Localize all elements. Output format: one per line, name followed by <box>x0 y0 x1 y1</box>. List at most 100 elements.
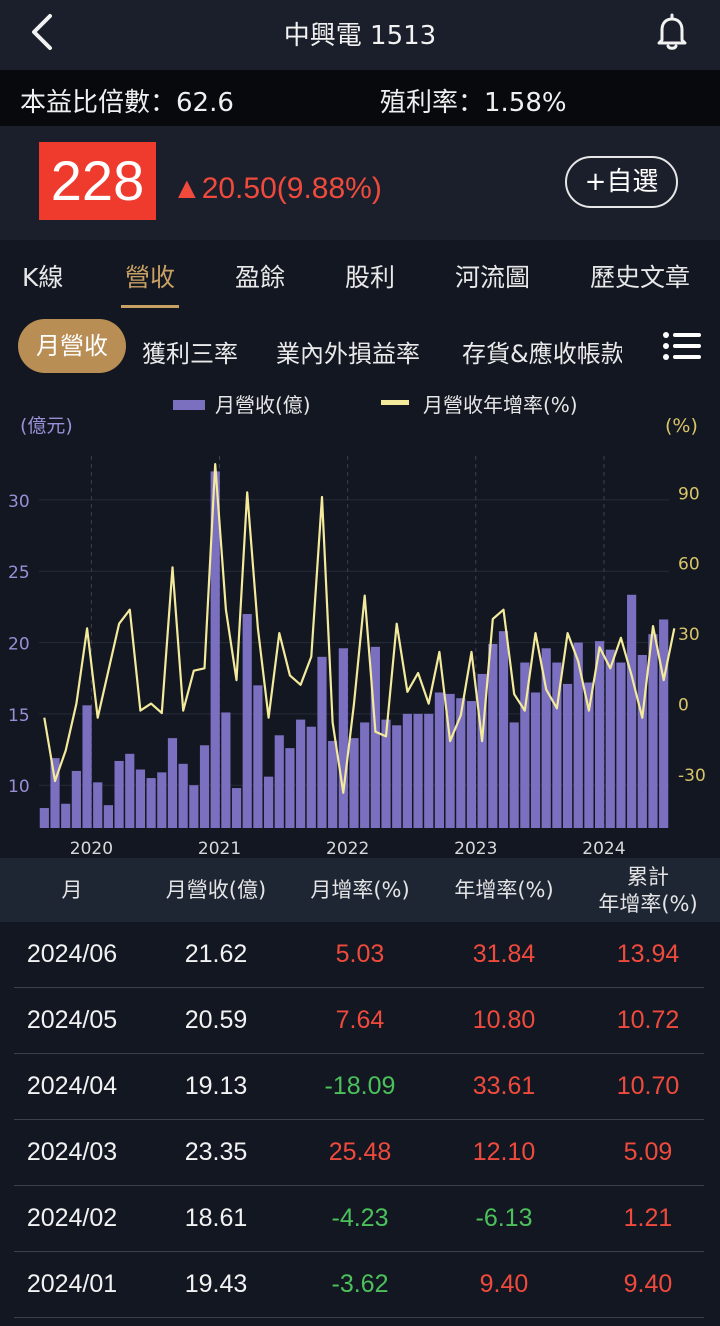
col-header-cumulative: 累計 <box>627 865 669 889</box>
dividend-yield: 殖利率：1.58% <box>380 88 567 118</box>
cell-revenue: 21.62 <box>184 940 248 968</box>
revenue-bar <box>434 692 445 828</box>
revenue-bar <box>71 770 81 828</box>
table-row[interactable]: 2024/04 19.13 -18.09 33.61 10.70 <box>0 1054 720 1120</box>
y-left-tick-label: 30 <box>8 492 30 512</box>
revenue-bar <box>82 705 92 828</box>
col-header-cumulative-yoy: 年增率(%) <box>598 892 698 916</box>
sub-tab-bar: 月營收 獲利三率 業內外損益率 存貨&應收帳款 <box>0 312 720 380</box>
cell-yoy: 12.10 <box>472 1138 536 1166</box>
cell-revenue: 19.43 <box>184 1270 248 1298</box>
active-tab-indicator <box>121 305 179 308</box>
row-divider <box>14 1317 704 1318</box>
cell-cumulative-yoy: 13.94 <box>616 940 680 968</box>
revenue-bar <box>39 808 49 828</box>
x-tick-label: 2022 <box>326 839 369 858</box>
revenue-bar <box>605 649 615 828</box>
table-row[interactable]: 2024/06 21.62 5.03 31.84 13.94 <box>0 922 720 988</box>
revenue-bar <box>253 685 263 828</box>
subtab-monthly-revenue[interactable]: 月營收 <box>18 319 126 373</box>
pe-ratio: 本益比倍數：62.6 <box>20 88 234 118</box>
revenue-bar <box>370 646 380 828</box>
cell-cumulative-yoy: 1.21 <box>623 1204 673 1232</box>
revenue-bar <box>381 719 391 828</box>
tab-kline[interactable]: K線 <box>22 263 64 292</box>
bell-icon <box>657 13 687 50</box>
tab-earnings[interactable]: 盈餘 <box>235 263 286 292</box>
x-tick-label: 2023 <box>454 839 497 858</box>
revenue-bar <box>530 692 541 828</box>
revenue-bar <box>466 701 477 828</box>
cell-mom: -3.62 <box>331 1270 389 1298</box>
revenue-bar <box>637 654 647 828</box>
y-right-tick-label: 30 <box>678 625 700 645</box>
cell-mom: 25.48 <box>328 1138 392 1166</box>
y-left-tick-label: 25 <box>8 563 30 583</box>
cell-revenue: 19.13 <box>184 1072 248 1100</box>
valuation-bar: 本益比倍數：62.6 殖利率：1.58% <box>0 70 720 126</box>
series-yoy-line <box>43 463 676 794</box>
revenue-bar <box>659 619 669 828</box>
cell-month: 2024/01 <box>26 1270 118 1298</box>
y-left-tick-label: 20 <box>8 635 30 655</box>
subtab-inventory-receivables[interactable]: 存貨&應收帳款 <box>462 340 622 368</box>
tab-river-chart[interactable]: 河流圖 <box>455 263 531 292</box>
revenue-bar <box>509 722 519 828</box>
cell-month: 2024/05 <box>26 1006 118 1034</box>
revenue-bar <box>595 641 605 828</box>
y-right-tick-label: -30 <box>678 766 706 786</box>
cell-month: 2024/06 <box>26 940 118 968</box>
revenue-bar <box>520 662 530 828</box>
revenue-bar <box>157 772 167 828</box>
notification-button[interactable] <box>652 12 692 52</box>
subtab-nonoperating-ratio[interactable]: 業內外損益率 <box>276 340 420 368</box>
col-header-yoy: 年增率(%) <box>454 878 554 902</box>
revenue-bar <box>424 713 434 828</box>
x-tick-label: 2024 <box>582 839 625 858</box>
revenue-bar <box>488 643 498 828</box>
revenue-bar <box>242 614 252 828</box>
revenue-bar <box>103 805 113 828</box>
legend-label-yoy: 月營收年增率(%) <box>423 393 578 417</box>
revenue-chart: 10 15 20 25 30 -30 0 30 60 90 2020 2021 2022 2023 2024… <box>8 393 706 858</box>
revenue-bar <box>648 634 658 828</box>
revenue-bar <box>263 776 274 828</box>
table-row[interactable]: 2024/05 20.59 7.64 10.80 10.72 <box>0 988 720 1054</box>
y-right-tick-label: 60 <box>678 555 700 575</box>
tab-history-articles[interactable]: 歷史文章 <box>590 263 691 292</box>
revenue-bar <box>445 693 455 828</box>
table-row[interactable]: 2024/02 18.61 -4.23 -6.13 1.21 <box>0 1186 720 1252</box>
revenue-bar <box>392 725 402 828</box>
price-change: ▲20.50(9.88%) <box>172 172 382 205</box>
revenue-bar <box>552 662 562 828</box>
cell-cumulative-yoy: 5.09 <box>623 1138 673 1166</box>
cell-revenue: 23.35 <box>184 1138 248 1166</box>
subtab-profit-ratios[interactable]: 獲利三率 <box>142 340 238 368</box>
revenue-bar <box>114 760 124 828</box>
revenue-bar <box>231 788 242 828</box>
revenue-bar <box>135 769 146 828</box>
table-header: 月 月營收(億) 月增率(%) 年增率(%) 累計 年增率(%) <box>0 858 720 922</box>
revenue-bar <box>584 682 594 828</box>
chart-legend: 月營收(億) 月營收年增率(%) <box>173 393 578 417</box>
revenue-table: 2024/06 21.62 5.03 31.84 13.94 2024/05 2… <box>0 922 720 1318</box>
revenue-bar <box>199 745 210 828</box>
revenue-bar <box>349 738 359 828</box>
table-row[interactable]: 2024/01 19.43 -3.62 9.40 9.40 <box>0 1252 720 1318</box>
revenue-bar <box>317 656 327 828</box>
cell-cumulative-yoy: 10.70 <box>616 1072 680 1100</box>
more-menu-button[interactable] <box>662 330 702 362</box>
table-row[interactable]: 2024/03 23.35 25.48 12.10 5.09 <box>0 1120 720 1186</box>
top-nav-bar: 中興電 1513 <box>0 0 720 70</box>
y-right-tick-label: 90 <box>678 484 700 504</box>
revenue-bar <box>50 758 60 828</box>
y-left-axis-label: (億元) <box>20 415 73 437</box>
col-header-month: 月 <box>61 878 83 902</box>
tab-dividend[interactable]: 股利 <box>345 263 396 292</box>
cell-yoy: 31.84 <box>472 940 536 968</box>
row-divider <box>14 1251 704 1252</box>
revenue-bar <box>477 673 487 828</box>
back-button[interactable] <box>22 10 66 54</box>
tab-revenue[interactable]: 營收 <box>125 263 176 292</box>
add-watchlist-button[interactable]: +自選 <box>565 156 678 208</box>
